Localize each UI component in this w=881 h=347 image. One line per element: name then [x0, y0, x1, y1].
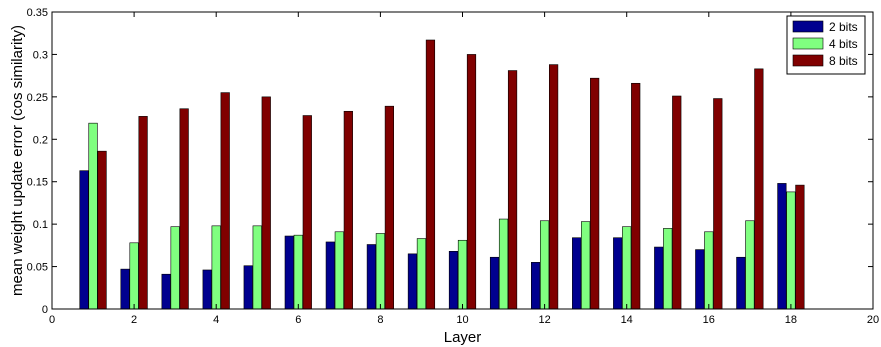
- bar-2-bits-layer-6: [284, 235, 294, 310]
- bar-4-bits-layer-16: [704, 231, 714, 310]
- bar-4-bits-layer-5: [252, 225, 262, 310]
- bar-2-bits-layer-12: [530, 262, 541, 310]
- x-tick-label: 12: [538, 314, 550, 326]
- bar-8-bits-layer-6: [302, 115, 312, 310]
- bar-4-bits-layer-6: [293, 234, 303, 310]
- bar-4-bits-layer-9: [416, 238, 427, 310]
- bar-4-bits-layer-7: [334, 231, 344, 310]
- legend-label-8-bits: 8 bits: [829, 54, 858, 68]
- bar-8-bits-layer-17: [754, 68, 764, 310]
- bar-2-bits-layer-7: [325, 241, 335, 310]
- legend-label-4-bits: 4 bits: [829, 37, 858, 51]
- bar-2-bits-layer-10: [448, 251, 459, 310]
- bar-4-bits-layer-13: [581, 221, 591, 310]
- bar-4-bits-layer-3: [170, 226, 180, 310]
- bar-4-bits-layer-10: [457, 239, 468, 310]
- bar-2-bits-layer-14: [613, 237, 623, 310]
- x-tick-label: 14: [621, 314, 633, 326]
- bar-4-bits-layer-11: [498, 218, 509, 310]
- bar-2-bits-layer-8: [366, 244, 377, 310]
- legend: 2 bits 4 bits 8 bits: [786, 15, 866, 75]
- bar-4-bits-layer-12: [539, 220, 550, 310]
- y-tick-label: 0.1: [33, 219, 48, 231]
- bar-8-bits-layer-12: [548, 64, 559, 310]
- bar-8-bits-layer-8: [384, 105, 395, 310]
- bar-2-bits-layer-2: [120, 268, 130, 310]
- y-tick-label: 0.05: [27, 262, 48, 274]
- bar-4-bits-layer-18: [786, 191, 796, 310]
- x-tick-label: 0: [49, 314, 55, 326]
- bar-8-bits-layer-1: [97, 150, 107, 310]
- y-axis-label: mean weight update error (cos similarity…: [9, 25, 26, 296]
- bar-8-bits-layer-2: [138, 116, 148, 310]
- y-tick-label: 0.15: [27, 177, 48, 189]
- x-tick-label: 18: [785, 314, 797, 326]
- bar-4-bits-layer-8: [375, 233, 386, 310]
- bar-4-bits-layer-2: [129, 242, 139, 310]
- bar-8-bits-layer-5: [261, 96, 271, 310]
- bar-4-bits-layer-1: [88, 122, 98, 310]
- legend-swatch-8-bits: [792, 54, 824, 67]
- bar-8-bits-layer-3: [179, 108, 189, 310]
- bar-2-bits-layer-11: [489, 256, 500, 310]
- bar-4-bits-layer-14: [622, 226, 632, 310]
- bar-2-bits-layer-17: [736, 256, 746, 310]
- bar-8-bits-layer-4: [220, 92, 230, 310]
- bar-2-bits-layer-16: [695, 249, 705, 310]
- bar-4-bits-layer-17: [745, 220, 755, 310]
- bar-2-bits-layer-3: [161, 273, 171, 310]
- bar-8-bits-layer-16: [713, 98, 723, 310]
- bar-8-bits-layer-13: [590, 77, 600, 310]
- bar-4-bits-layer-4: [211, 225, 221, 310]
- y-tick-label: 0.35: [27, 7, 48, 19]
- x-tick-label: 16: [703, 314, 715, 326]
- bar-8-bits-layer-15: [672, 95, 682, 310]
- y-axis-ticks: 0 0.05 0.1 0.15 0.2 0.25 0.3 0.35: [27, 7, 873, 316]
- legend-swatch-4-bits: [792, 37, 824, 50]
- x-tick-label: 8: [377, 314, 383, 326]
- bar-8-bits-layer-14: [631, 82, 641, 310]
- bar-8-bits-layer-7: [343, 110, 353, 310]
- bar-8-bits-layer-10: [466, 54, 477, 310]
- bar-2-bits-layer-5: [243, 265, 253, 310]
- y-tick-label: 0.25: [27, 92, 48, 104]
- bar-2-bits-layer-9: [407, 253, 418, 310]
- bar-8-bits-layer-9: [425, 39, 436, 310]
- x-tick-label: 4: [213, 314, 219, 326]
- legend-swatch-2-bits: [792, 20, 824, 33]
- bar-2-bits-layer-1: [79, 170, 89, 310]
- x-tick-label: 6: [295, 314, 301, 326]
- x-tick-label: 10: [456, 314, 468, 326]
- x-axis-ticks: 0 2 4 6 8 10 12 14 16 18 20: [49, 12, 879, 326]
- bars-layer: [79, 39, 805, 310]
- bar-2-bits-layer-13: [572, 237, 582, 310]
- bar-2-bits-layer-4: [202, 269, 212, 310]
- legend-label-2-bits: 2 bits: [829, 20, 858, 34]
- bar-4-bits-layer-15: [663, 228, 673, 310]
- bar-2-bits-layer-15: [654, 246, 664, 310]
- x-axis-label: Layer: [444, 329, 482, 346]
- x-tick-label: 2: [131, 314, 137, 326]
- bar-8-bits-layer-11: [507, 70, 518, 310]
- y-tick-label: 0.3: [33, 49, 48, 61]
- y-tick-label: 0: [42, 304, 48, 316]
- x-tick-label: 20: [867, 314, 879, 326]
- bar-2-bits-layer-18: [777, 183, 787, 310]
- bar-8-bits-layer-18: [795, 184, 805, 310]
- y-tick-label: 0.2: [33, 134, 48, 146]
